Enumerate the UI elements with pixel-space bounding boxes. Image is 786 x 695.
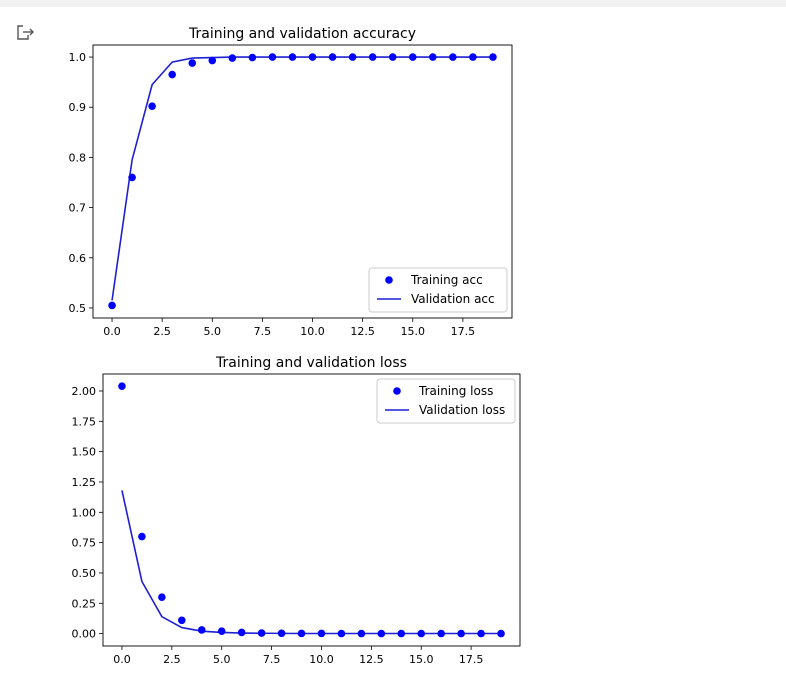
loss-training-point [437,629,445,638]
acc-x-tick-label: 17.5 [451,325,476,338]
output-arrow-icon[interactable] [14,22,36,42]
loss-x-tick-label: 10.0 [309,653,334,666]
acc-training-point [469,53,477,61]
loss-training-point [397,629,406,638]
acc-plot-frame [92,44,513,319]
loss-training-point [317,629,326,638]
acc-training-point [449,53,457,61]
acc-x-tick-label: 12.5 [350,325,375,338]
loss-training-point [118,382,126,390]
acc-training-point [268,53,277,61]
acc-x-tick-label: 2.5 [153,325,171,338]
acc-training-point [328,53,337,61]
loss-training-point [417,629,426,638]
loss-training-point [357,629,366,638]
acc-training-point [489,53,497,61]
acc-training-point [108,301,116,310]
acc-training-point [188,59,197,67]
loss-y-tick-label: 0.25 [72,597,97,610]
acc-legend-box [368,267,508,313]
loss-y-tick-label: 1.75 [72,415,97,428]
acc-legend-dot-marker [385,276,393,284]
loss-y-tick-label: 1.25 [72,476,97,489]
loss-plot-frame [102,373,521,647]
loss-validation-line [121,490,502,635]
acc-x-tick-label: 0.0 [103,325,121,338]
loss-y-tick-label: 0.00 [72,628,97,641]
loss-training-point [497,629,505,638]
acc-training-point [168,70,176,79]
loss-y-tick-label: 0.50 [72,567,97,580]
acc-training-point [388,53,397,61]
loss-training-point [277,629,286,638]
loss-x-tick-label: 2.5 [163,653,181,666]
acc-y-tick-label: 0.7 [69,202,87,215]
loss-training-point [457,629,465,638]
acc-legend-label: Validation acc [411,292,495,306]
acc-chart-title: Training and validation accuracy [188,26,416,42]
acc-training-point [228,54,237,62]
acc-training-point [148,102,156,111]
acc-training-point [128,173,136,182]
loss-x-tick-label: 0.0 [113,653,131,666]
acc-x-tick-label: 10.0 [300,325,325,338]
acc-x-tick-label: 5.0 [204,325,222,338]
loss-training-point [237,628,246,637]
acc-training-point [348,53,357,61]
loss-training-point [257,629,266,637]
loss-y-tick-label: 2.00 [72,385,97,398]
loss-y-tick-label: 0.75 [72,537,97,550]
loss-x-tick-label: 5.0 [213,653,231,666]
loss-training-point [297,629,306,638]
loss-training-point [158,593,166,602]
loss-training-point [337,629,346,638]
loss-legend-box [376,378,516,424]
acc-y-tick-label: 0.6 [69,252,87,265]
loss-x-tick-label: 17.5 [459,653,484,666]
loss-y-tick-label: 1.50 [72,446,97,459]
acc-y-tick-label: 0.5 [69,302,87,315]
acc-y-tick-label: 0.8 [69,151,87,164]
acc-validation-line [111,56,493,301]
notebook-top-bar [0,0,786,7]
loss-training-point [377,629,386,638]
loss-legend-dot-marker [393,387,401,395]
acc-y-tick-label: 0.9 [69,101,87,114]
loss-training-point [138,532,146,541]
acc-training-point [248,53,257,62]
loss-training-point [178,616,186,625]
acc-x-tick-label: 15.0 [401,325,426,338]
acc-training-point [368,53,377,61]
loss-training-point [197,626,206,634]
loss-training-point [217,627,226,635]
acc-training-point [429,53,437,61]
loss-training-point [477,629,485,638]
acc-training-point [288,53,297,61]
acc-legend-label: Training acc [410,273,483,287]
accuracy-chart: Training and validation accuracy 0.0 2.5 5.… [69,26,513,338]
acc-y-tick-label: 1.0 [69,51,87,64]
loss-y-tick-label: 1.00 [72,506,97,519]
acc-x-tick-label: 7.5 [254,325,272,338]
acc-training-point [208,56,217,65]
loss-legend-label: Training loss [418,384,493,398]
acc-training-point [408,53,417,61]
loss-chart-title: Training and validation loss [215,355,407,371]
loss-legend-label: Validation loss [419,403,505,417]
loss-x-tick-label: 15.0 [409,653,434,666]
loss-x-tick-label: 12.5 [359,653,384,666]
acc-training-point [308,53,317,61]
loss-x-tick-label: 7.5 [263,653,281,666]
